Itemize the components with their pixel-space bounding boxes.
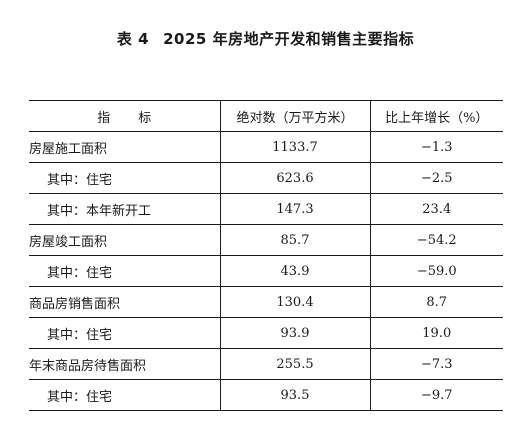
row-label: 房屋竣工面积 [29,224,220,256]
table-row: 其中：本年新开工 147.3 23.4 [29,193,503,225]
row-label: 其中：住宅 [29,255,220,287]
row-label: 其中：住宅 [29,379,220,411]
row-label: 其中：住宅 [29,162,220,194]
row-value: 43.9 [219,255,370,287]
table-number: 表 4 [116,30,150,48]
header-growth: 比上年增长（%） [369,100,503,132]
row-value: 93.9 [219,317,370,349]
row-growth: 8.7 [369,286,503,318]
header-indicator-char-1: 指 [97,110,111,126]
row-label: 商品房销售面积 [29,286,220,318]
row-growth: −2.5 [369,162,503,194]
row-growth: 23.4 [369,193,503,225]
table-row: 年末商品房待售面积 255.5 −7.3 [29,348,503,380]
row-value: 1133.7 [219,131,370,163]
table-row: 房屋竣工面积 85.7 −54.2 [29,224,503,256]
row-label: 房屋施工面积 [29,131,220,163]
header-indicator: 指标 [29,100,220,132]
table-row: 其中：住宅 93.5 −9.7 [29,379,503,411]
row-value: 255.5 [219,348,370,380]
row-label: 年末商品房待售面积 [29,348,220,380]
row-growth: −59.0 [369,255,503,287]
row-label: 其中：本年新开工 [29,193,220,225]
indicators-table: 指标 绝对数（万平方米） 比上年增长（%） 房屋施工面积 1133.7 −1.3… [29,100,503,411]
table-row: 商品房销售面积 130.4 8.7 [29,286,503,318]
table-title-text: 2025 年房地产开发和销售主要指标 [163,30,415,48]
table-row: 其中：住宅 623.6 −2.5 [29,162,503,194]
row-label: 其中：住宅 [29,317,220,349]
table-row: 其中：住宅 43.9 −59.0 [29,255,503,287]
table-header-row: 指标 绝对数（万平方米） 比上年增长（%） [29,100,503,132]
row-value: 623.6 [219,162,370,194]
table-row: 房屋施工面积 1133.7 −1.3 [29,131,503,163]
row-growth: −7.3 [369,348,503,380]
row-growth: −9.7 [369,379,503,411]
row-value: 85.7 [219,224,370,256]
row-value: 93.5 [219,379,370,411]
table-title: 表 4 2025 年房地产开发和销售主要指标 [0,28,531,49]
header-indicator-char-2: 标 [138,110,152,126]
row-growth: −1.3 [369,131,503,163]
header-absolute: 绝对数（万平方米） [219,100,370,132]
table-row: 其中：住宅 93.9 19.0 [29,317,503,349]
row-value: 130.4 [219,286,370,318]
row-growth: 19.0 [369,317,503,349]
row-growth: −54.2 [369,224,503,256]
row-value: 147.3 [219,193,370,225]
